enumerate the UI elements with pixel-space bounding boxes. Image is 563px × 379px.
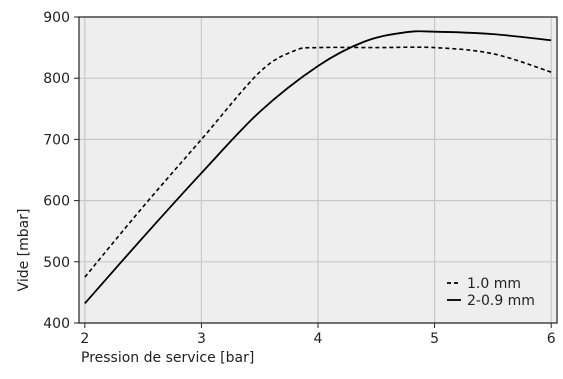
y-tick-label: 600 (43, 194, 70, 210)
y-tick-label: 800 (43, 71, 70, 87)
legend-label-1: 1.0 mm (467, 276, 521, 292)
series-lines (84, 30, 552, 305)
legend: 1.0 mm2-0.9 mm (447, 276, 535, 309)
x-axis-label: Pression de service [bar] (81, 350, 254, 366)
y-tick-label: 900 (43, 10, 70, 26)
x-tick-label: 4 (314, 331, 323, 347)
y-tick-label: 700 (43, 132, 70, 148)
x-tick-label: 5 (430, 331, 439, 347)
x-tick-label: 3 (197, 331, 206, 347)
x-tick-label: 6 (547, 331, 556, 347)
y-axis-label: Vide [mbar] (16, 209, 32, 292)
y-tick-label: 400 (43, 316, 70, 332)
x-tick-label: 2 (80, 331, 89, 347)
series-line-2 (84, 30, 552, 305)
axis-ticks: 2 3 4 5 6 400 500 600 700 800 900 (43, 10, 555, 347)
y-tick-label: 500 (43, 255, 70, 271)
legend-label-2: 2-0.9 mm (467, 293, 535, 309)
